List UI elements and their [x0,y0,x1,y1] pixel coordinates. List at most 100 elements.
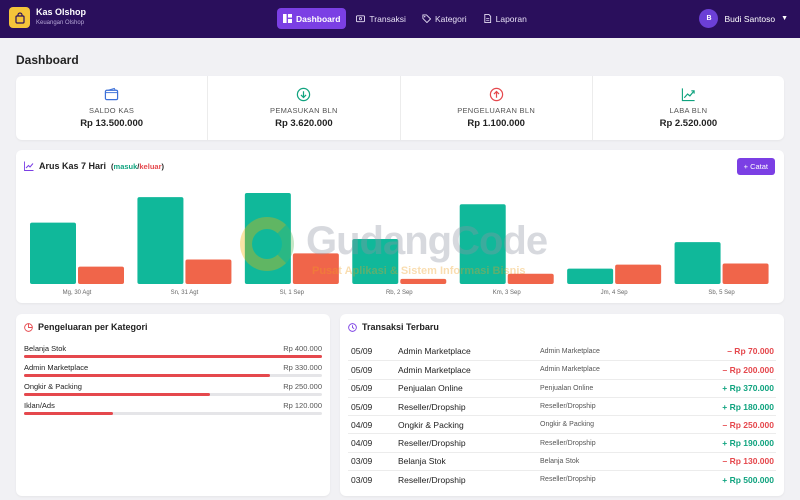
transaction-category: Belanja Stok [540,457,580,465]
table-row[interactable]: 05/09 Penjualan Online Penjualan Online + R… [348,378,776,397]
bar-keluar-6[interactable] [722,263,769,284]
legend-sep: / [137,161,140,171]
transaction-desc: Reseller/Dropship [398,438,466,449]
table-row[interactable]: 04/09 Ongkir & Packing Ongkir & Packing – R… [348,415,776,433]
category-amount: Rp 120.000 [283,401,322,410]
transaction-date: 03/09 [351,456,373,467]
progress-track [24,374,322,377]
clock-icon [348,322,357,332]
legend-keluar: keluar [139,161,162,171]
transaction-category: Penjualan Online [540,384,594,392]
app-name: Kas Olshop [36,7,87,17]
user-menu[interactable]: B Budi Santoso ▼ [699,9,788,28]
list-item: Iklan/Ads Rp 120.000 [24,401,322,420]
transaction-category: Admin Marketplace [540,366,600,374]
category-name: Iklan/Ads [24,401,55,410]
stat-value: Rp 1.100.000 [467,118,525,129]
transaction-date: 03/09 [351,474,373,485]
category-name: Ongkir & Packing [24,382,82,391]
transaction-date: 04/09 [351,438,373,449]
transaction-amount: + Rp 190.000 [722,438,774,449]
transaction-date: 05/09 [351,346,373,357]
top-navbar: Kas Olshop Keuangan Olshop Dashboard Tra… [0,0,800,38]
bar-keluar-0[interactable] [78,266,124,284]
avatar: B [699,9,719,28]
category-amount: Rp 400.000 [283,344,322,353]
line-chart-icon [24,161,34,171]
table-row[interactable]: 05/09 Admin Marketplace Admin Marketplace –… [348,360,776,378]
transaction-category: Reseller/Dropship [540,476,596,484]
transaction-amount: – Rp 200.000 [722,364,774,375]
table-row[interactable]: 05/09 Reseller/Dropship Reseller/Dropship +… [348,396,776,415]
transaction-category: Reseller/Dropship [540,403,596,411]
wallet-icon [356,15,366,23]
table-row[interactable]: 03/09 Reseller/Dropship Reseller/Dropship +… [348,470,776,488]
x-tick-label: Sb, 5 Sep [708,290,735,296]
nav-laporan[interactable]: Laporan [477,8,533,29]
progress-fill [24,374,270,377]
transaction-desc: Ongkir & Packing [398,419,464,430]
bar-masuk-6[interactable] [674,242,721,284]
transaction-amount: – Rp 70.000 [727,346,774,357]
bar-keluar-2[interactable] [292,253,339,284]
x-tick-label: Km, 3 Sep [493,290,522,296]
nav-dashboard[interactable]: Dashboard [277,8,347,29]
progress-fill [24,393,211,396]
recent-transactions-card: Transaksi Terbaru 05/09 Admin Marketplace… [340,314,784,496]
trend-up-icon [681,88,695,102]
list-item: Admin Marketplace Rp 330.000 [24,363,322,382]
x-tick-label: Sl, 1 Sep [280,290,305,296]
stat-label: LABA BLN [669,106,708,115]
table-row[interactable]: 05/09 Admin Marketplace Admin Marketplace –… [348,342,776,360]
transaction-desc: Admin Marketplace [398,346,471,357]
x-tick-label: Rb, 2 Sep [386,290,413,296]
bar-masuk-1[interactable] [137,197,184,284]
bar-masuk-4[interactable] [459,204,506,284]
stat-value: Rp 3.620.000 [275,118,333,129]
dashboard-icon [283,14,292,23]
bar-masuk-3[interactable] [352,239,399,284]
list-item: Ongkir & Packing Rp 250.000 [24,382,322,401]
stat-saldo-kas: SALDO KAS Rp 13.500.000 [16,76,209,140]
table-row[interactable]: 03/09 Belanja Stok Belanja Stok – Rp 130.00… [348,451,776,470]
transaction-desc: Penjualan Online [398,383,463,394]
transaction-desc: Reseller/Dropship [398,401,466,412]
bar-keluar-1[interactable] [185,259,232,284]
arrow-up-circle-icon [489,87,503,102]
transaction-amount: + Rp 180.000 [722,401,774,412]
category-amount: Rp 330.000 [283,363,322,372]
arrow-down-circle-icon [297,87,311,102]
shopping-bag-icon [9,7,30,28]
nav-transaksi[interactable]: Transaksi [350,8,412,29]
transaction-list: 05/09 Admin Marketplace Admin Marketplace –… [348,342,776,488]
add-record-button[interactable]: + Catat [736,158,775,175]
bar-masuk-5[interactable] [567,268,614,284]
category-list: Belanja Stok Rp 400.000 Admin Marketplac… [24,344,322,420]
card-header: Transaksi Terbaru [348,322,439,332]
bar-masuk-0[interactable] [30,222,76,284]
brand[interactable]: Kas Olshop Keuangan Olshop [9,7,86,28]
pie-chart-icon [24,322,33,332]
report-icon [483,14,491,23]
cashflow-legend: (masuk/keluar) [111,162,164,171]
stat-laba: LABA BLN Rp 2.520.000 [593,76,784,140]
nav-label: Transaksi [369,13,406,24]
transaction-amount: + Rp 370.000 [722,383,774,394]
bar-keluar-3[interactable] [400,278,447,284]
progress-track [24,355,322,358]
table-row[interactable]: 04/09 Reseller/Dropship Reseller/Dropship +… [348,433,776,451]
nav-kategori[interactable]: Kategori [416,8,473,29]
legend-masuk: masuk [113,161,138,171]
bar-keluar-4[interactable] [507,273,554,284]
bar-masuk-2[interactable] [244,193,291,284]
cashflow-card: Arus Kas 7 Hari (masuk/keluar) + Catat M… [16,150,784,303]
transaction-desc: Admin Marketplace [398,364,471,375]
bar-keluar-5[interactable] [615,264,662,284]
main-nav: Dashboard Transaksi Kategori Laporan [277,8,533,29]
list-item: Belanja Stok Rp 400.000 [24,344,322,363]
stat-pengeluaran: PENGELUARAN BLN Rp 1.100.000 [401,76,593,140]
transaction-date: 04/09 [351,419,373,430]
expense-category-card: Pengeluaran per Kategori Belanja Stok Rp… [16,314,330,496]
wallet-icon [104,87,119,101]
x-tick-label: Sn, 31 Agt [171,290,199,296]
